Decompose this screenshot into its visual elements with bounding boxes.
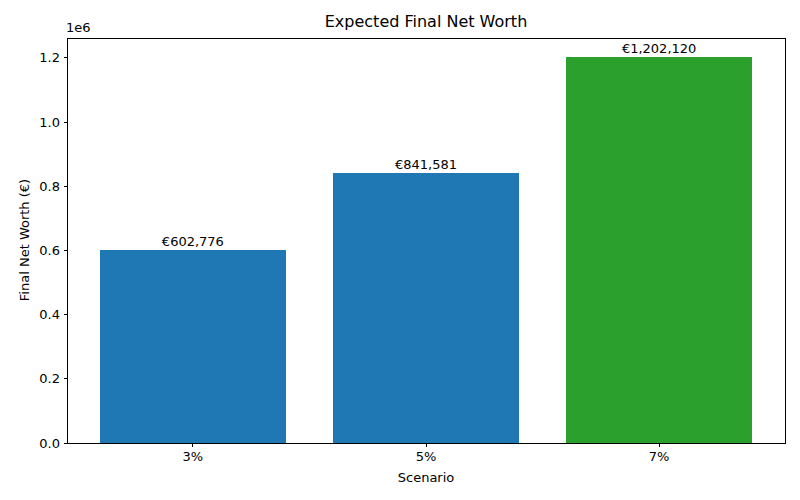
- bar-value-label: €602,776: [162, 234, 224, 249]
- x-tick-label: 3%: [183, 449, 204, 464]
- x-tick-label: 7%: [649, 449, 670, 464]
- bar-chart-svg: 0.0 0.2 0.4 0.6 0.8 1.0 1.2 €602,776 3% €841,581 5…: [0, 0, 800, 500]
- bar: [333, 173, 519, 443]
- y-tick-label: 1.2: [39, 50, 60, 65]
- y-tick-label: 0.8: [39, 179, 60, 194]
- bar-value-label: €1,202,120: [622, 41, 696, 56]
- bar: [566, 57, 752, 443]
- y-tick-label: 0.4: [39, 307, 60, 322]
- y-tick-label: 0.6: [39, 243, 60, 258]
- y-tick-label: 0.2: [39, 371, 60, 386]
- y-tick-label: 1.0: [39, 115, 60, 130]
- bar-value-label: €841,581: [395, 157, 457, 172]
- y-tick-label: 0.0: [39, 436, 60, 451]
- figure: Expected Final Net Worth 1e6 Final Net W…: [0, 0, 800, 500]
- bar: [100, 250, 286, 443]
- x-tick-label: 5%: [416, 449, 437, 464]
